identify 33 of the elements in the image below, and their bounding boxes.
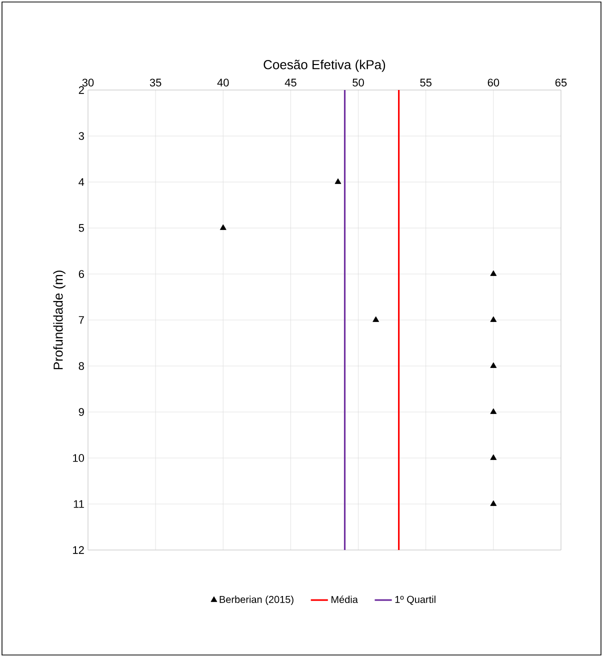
point [490, 316, 497, 322]
x-tick-label: 60 [488, 78, 500, 86]
point [490, 500, 497, 506]
y-tick-label: 8 [78, 362, 84, 370]
point [490, 270, 497, 276]
y-tick-label: 4 [78, 178, 84, 186]
x-tick-label: 35 [150, 78, 162, 86]
x-tick-label: 40 [217, 78, 229, 86]
x-axis-title: Coesão Efetiva (kPa) [264, 60, 386, 72]
legend-label: 1º Quartil [395, 596, 436, 605]
point [490, 408, 497, 414]
x-tick-label: 50 [352, 78, 364, 86]
y-tick-label: 3 [78, 132, 84, 140]
y-tick-label: 10 [73, 454, 84, 462]
x-tick-label: 30 [82, 78, 94, 86]
point [334, 178, 342, 184]
point [372, 316, 380, 322]
y-tick-label: 5 [78, 224, 84, 232]
x-tick-label: 55 [420, 78, 432, 86]
point [220, 224, 226, 230]
y-tick-label: 2 [78, 86, 84, 94]
point [490, 454, 497, 460]
x-tick-label: 45 [284, 78, 296, 86]
legend-label: Berberian (2015) [220, 596, 294, 605]
legend-label: Média [332, 596, 358, 604]
y-tick-label: 6 [78, 270, 84, 278]
y-tick-label: 9 [78, 408, 84, 416]
y-tick-label: 7 [78, 316, 84, 324]
point [490, 362, 497, 368]
y-axis-title: Profundidade (m) [53, 270, 66, 370]
y-tick-label: 12 [73, 546, 84, 554]
x-tick-label: 65 [555, 78, 567, 86]
y-tick-label: 11 [74, 500, 84, 508]
